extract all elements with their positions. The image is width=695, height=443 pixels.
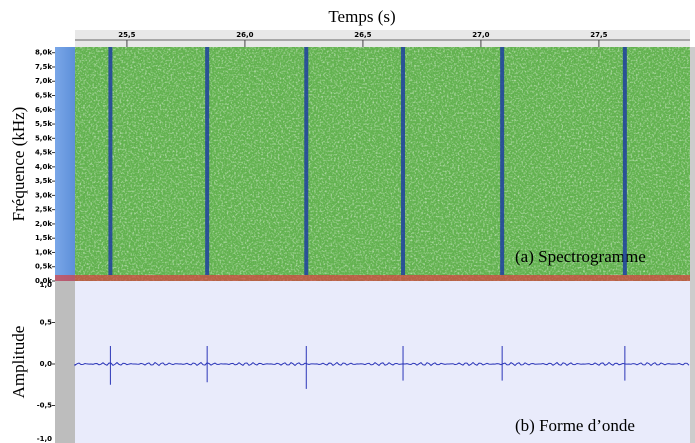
ruler [75, 30, 690, 47]
click-band [108, 47, 113, 275]
y-tick-label: 0,0k [35, 277, 52, 285]
y-tick-label: 2,0k [35, 220, 52, 228]
y-tick-label: 2,5k [35, 206, 52, 214]
y-tick-label: 6,5k [35, 92, 52, 100]
y-tick-label: 4,5k [35, 149, 52, 157]
click-band [304, 47, 309, 275]
waveform-area [55, 281, 690, 443]
x-title: Temps (s) [328, 7, 395, 26]
annotation: (a) Spectrogramme [515, 247, 646, 266]
y-tick-label: 4,0k [35, 163, 52, 171]
x-tick-label: 26,5 [354, 31, 371, 39]
x-tick-label: 26,0 [236, 31, 253, 39]
right-edge [690, 47, 695, 443]
y-tick-label: 7,5k [35, 63, 52, 71]
y-tick-label: 7,0k [35, 77, 52, 85]
x-tick-label: 27,0 [472, 31, 489, 39]
y-tick-label: 0,5k [35, 263, 52, 271]
spectrogram-texture [75, 47, 690, 281]
y-tick-label: -1,0 [37, 435, 52, 443]
y-tick-label: 3,5k [35, 177, 52, 185]
click-band [401, 47, 406, 275]
waveform-strip [55, 281, 75, 443]
y-tick-label: 1,0 [40, 281, 53, 289]
left-strip [55, 47, 75, 281]
y-tick-label: 5,0k [35, 134, 52, 142]
y-tick-label: 1,5k [35, 234, 52, 242]
low-band [55, 275, 690, 281]
y-tick-label: 0,0 [40, 360, 53, 368]
click-band [500, 47, 505, 275]
waveform [74, 361, 690, 367]
click-band [622, 47, 627, 275]
y-tick-label: 6,0k [35, 106, 52, 114]
click-band [205, 47, 210, 275]
y-tick-label: 3,0k [35, 191, 52, 199]
y-tick-label: 0,5 [40, 319, 53, 327]
y-title: Amplitude [9, 326, 28, 399]
y-tick-label: 5,5k [35, 120, 52, 128]
y-tick-label: -0,5 [37, 402, 52, 410]
x-tick-label: 27,5 [590, 31, 607, 39]
y-tick-label: 8,0k [35, 49, 52, 57]
y-tick-label: 1,0k [35, 248, 52, 256]
x-tick-label: 25,5 [118, 31, 135, 39]
annotation: (b) Forme d’onde [515, 416, 635, 435]
y-title: Fréquence (kHz) [9, 107, 28, 222]
